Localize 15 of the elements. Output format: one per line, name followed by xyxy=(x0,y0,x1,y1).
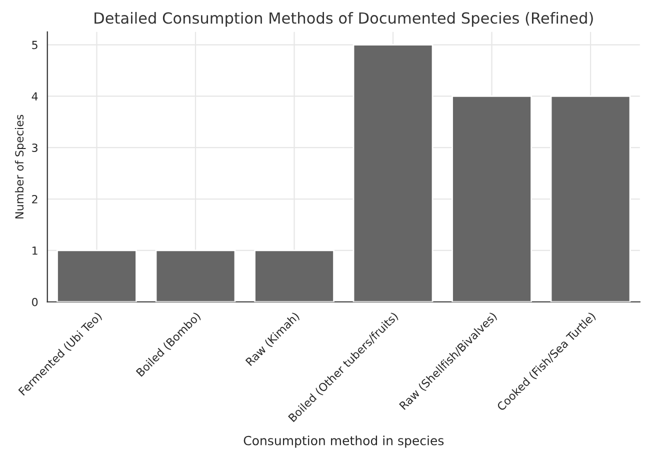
y-tick-label: 3 xyxy=(32,144,38,152)
y-axis-title: Number of Species xyxy=(14,114,26,218)
y-tick-label: 1 xyxy=(32,246,38,255)
bar xyxy=(254,250,334,302)
y-tick-label: 4 xyxy=(32,92,38,100)
bar xyxy=(452,96,532,302)
y-tick-label: 2 xyxy=(32,195,38,204)
y-tick-label: 0 xyxy=(32,298,38,306)
chart-title: Detailed Consumption Methods of Documented Species (Refined) xyxy=(94,12,593,27)
bar xyxy=(155,250,236,302)
y-tick-label: 5 xyxy=(32,40,38,50)
x-axis-title: Consumption method in species xyxy=(244,436,444,448)
bar xyxy=(352,44,434,302)
bar xyxy=(56,250,137,302)
bar xyxy=(550,96,631,302)
